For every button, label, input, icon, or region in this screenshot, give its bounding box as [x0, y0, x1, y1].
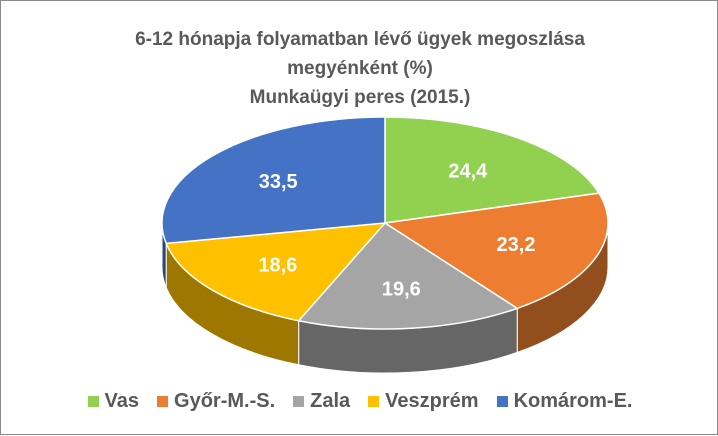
legend-item-veszprem: Veszprém [368, 389, 479, 413]
legend-swatch-komarom [496, 395, 508, 407]
legend-label-veszprem: Veszprém [385, 389, 479, 412]
pie-slice-komarom-e [161, 116, 386, 245]
legend-item-vas: Vas [87, 389, 140, 413]
pie-top [161, 116, 609, 330]
legend-swatch-zala [293, 395, 305, 407]
pie-slice-vas [384, 116, 600, 224]
legend-label-komarom: Komárom-E. [513, 389, 633, 412]
legend-label-zala: Zala [310, 389, 351, 412]
legend-swatch-vas [87, 395, 99, 407]
legend-swatch-gyor [157, 395, 169, 407]
data-label-zala: 19,6 [382, 278, 421, 300]
chart-title: 6-12 hónapja folyamatban lévő ügyek mego… [1, 25, 718, 112]
chart-title-line-2: megyénként (%) [287, 58, 433, 79]
legend-item-gyor: Győr-M.-S. [157, 390, 275, 413]
data-label-veszprem: 18,6 [258, 255, 297, 277]
pie-slice-zala [297, 222, 518, 330]
pie-slice-veszprem [165, 222, 386, 322]
legend-label-vas: Vas [104, 389, 140, 412]
legend-item-zala: Zala [293, 390, 350, 413]
pie-slice-gyor-m-s [384, 192, 609, 310]
chart-title-line-1: 6-12 hónapja folyamatban lévő ügyek mego… [135, 29, 585, 50]
legend: Vas Győr-M.-S. Zala Veszprém Komárom-E. [1, 388, 718, 414]
legend-label-gyor: Győr-M.-S. [174, 389, 276, 412]
data-label-vas: 24,4 [448, 160, 488, 182]
legend-swatch-veszprem [368, 395, 380, 407]
data-label-gyor-m-s: 23,2 [497, 234, 536, 256]
legend-item-komarom: Komárom-E. [496, 389, 633, 413]
chart-title-line-3: Munkaügyi peres (2015.) [249, 87, 471, 108]
pie-data-labels: 24,4 23,2 19,6 18,6 33,5 [258, 160, 535, 300]
data-label-komarom-e: 33,5 [259, 171, 298, 193]
